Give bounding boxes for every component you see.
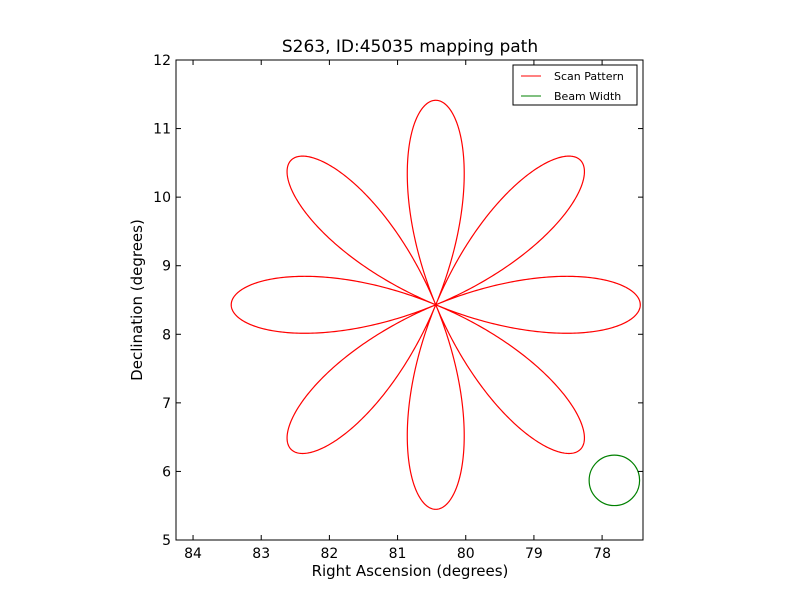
y-tick-label: 7 (162, 396, 171, 412)
y-axis-title: Declination (degrees) (128, 219, 146, 381)
scan-pattern-line (230, 99, 641, 510)
y-tick-label: 9 (162, 259, 171, 275)
x-tick-label: 81 (389, 546, 407, 562)
beam-width-circle (588, 454, 641, 507)
y-tick-label: 5 (162, 533, 171, 549)
y-tick-label: 10 (153, 190, 171, 206)
x-tick-label: 82 (320, 546, 338, 562)
x-tick-label: 78 (593, 546, 611, 562)
chart-title: S263, ID:45035 mapping path (282, 37, 538, 57)
legend-label-scan-pattern: Scan Pattern (554, 70, 624, 83)
y-tick-label: 11 (153, 122, 171, 138)
x-tick-label: 79 (525, 546, 543, 562)
y-tick-label: 8 (162, 327, 171, 343)
y-axis: 5 6 7 8 9 10 11 12 (153, 53, 643, 549)
x-tick-label: 84 (184, 546, 202, 562)
y-tick-label: 12 (153, 53, 171, 69)
x-axis: 84 83 82 81 80 79 78 (184, 60, 611, 562)
legend: Scan Pattern Beam Width (512, 64, 638, 106)
legend-box (512, 64, 638, 106)
y-tick-label: 6 (162, 464, 171, 480)
plot-area (230, 99, 641, 510)
x-tick-label: 83 (252, 546, 270, 562)
x-axis-title: Right Ascension (degrees) (312, 562, 509, 580)
plot-frame (175, 59, 644, 541)
legend-label-beam-width: Beam Width (554, 90, 621, 103)
x-tick-label: 80 (457, 546, 475, 562)
